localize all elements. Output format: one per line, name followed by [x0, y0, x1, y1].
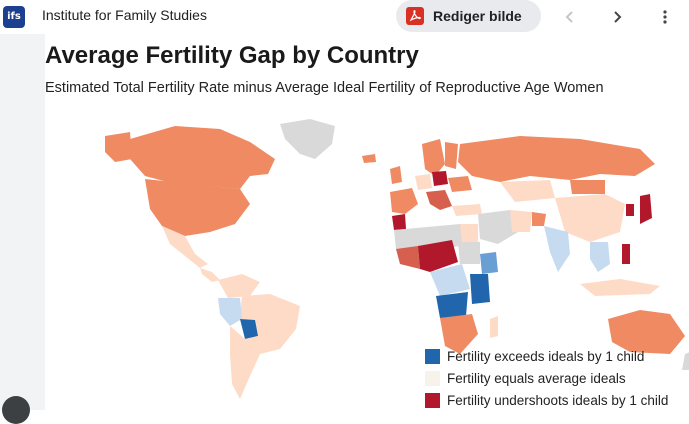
new-zealand [682, 352, 689, 370]
left-rail [0, 34, 45, 410]
site-name[interactable]: Institute for Family Studies [42, 7, 207, 23]
canada [130, 126, 275, 189]
iran [510, 210, 532, 232]
bolivia [240, 319, 258, 339]
legend-item-equals: Fertility equals average ideals [425, 368, 668, 388]
mexico [162, 226, 208, 268]
morocco [392, 214, 406, 230]
southeast-asia [590, 242, 610, 272]
greenland [280, 119, 335, 159]
kazakhstan [500, 180, 555, 202]
chile-argentina [230, 326, 260, 399]
top-bar: ifs Institute for Family Studies Rediger… [0, 0, 689, 34]
edit-image-button[interactable]: Rediger bilde [396, 0, 541, 32]
west-africa [396, 246, 420, 269]
germany [415, 174, 432, 190]
image-viewer: Average Fertility Gap by Country Estimat… [45, 34, 689, 410]
southern-africa [440, 314, 478, 354]
usa [145, 179, 250, 236]
philippines [622, 244, 630, 264]
peru [218, 298, 242, 326]
uk [390, 166, 402, 184]
kenya-tanzania [470, 274, 490, 304]
sudan [458, 242, 480, 264]
indonesia [580, 279, 660, 296]
mongolia [570, 180, 605, 194]
ethiopia [480, 252, 498, 274]
next-button[interactable] [603, 3, 631, 31]
legend-label: Fertility equals average ideals [447, 370, 626, 386]
poland [432, 171, 448, 186]
korea [626, 204, 634, 216]
more-vert-icon [663, 10, 667, 24]
ukraine [448, 176, 472, 192]
edit-image-label: Rediger bilde [433, 8, 522, 24]
world-map [105, 119, 689, 399]
legend-label: Fertility undershoots ideals by 1 child [447, 392, 669, 408]
site-logo[interactable]: ifs [3, 6, 25, 28]
chevron-right-icon [614, 11, 622, 23]
middle-east [478, 210, 518, 244]
russia [458, 136, 655, 182]
legend-swatch-equals [425, 370, 440, 386]
australia [608, 310, 685, 354]
india [544, 226, 570, 272]
central-africa [430, 264, 470, 296]
colombia-venezuela [218, 274, 260, 298]
turkey [452, 204, 482, 216]
madagascar [490, 316, 498, 338]
previous-button[interactable] [556, 3, 584, 31]
legend-swatch-exceeds [425, 348, 440, 364]
panel-toggle-button[interactable] [2, 396, 30, 424]
legend-label: Fertility exceeds ideals by 1 child [447, 348, 645, 364]
china [555, 194, 625, 242]
egypt [460, 224, 478, 242]
norway-sweden [422, 139, 445, 176]
figure-title: Average Fertility Gap by Country [45, 42, 419, 69]
alaska [105, 132, 132, 162]
central-america [200, 268, 220, 282]
legend-swatch-undershoots [425, 392, 440, 408]
afghanistan [532, 212, 546, 226]
pdf-icon [406, 7, 424, 25]
more-options-button[interactable] [651, 3, 679, 31]
legend-item-undershoots: Fertility undershoots ideals by 1 child [425, 390, 668, 410]
chevron-left-icon [565, 11, 573, 23]
italy-balkans [426, 190, 452, 210]
japan [640, 194, 652, 224]
legend-item-exceeds: Fertility exceeds ideals by 1 child [425, 346, 668, 366]
finland [445, 142, 458, 169]
nigeria-chad [418, 240, 458, 272]
legend: Fertility exceeds ideals by 1 child Fert… [425, 346, 668, 410]
angola-congo [436, 292, 468, 318]
france-spain [390, 188, 418, 214]
figure-subtitle: Estimated Total Fertility Rate minus Ave… [45, 80, 604, 96]
iceland [362, 154, 376, 163]
